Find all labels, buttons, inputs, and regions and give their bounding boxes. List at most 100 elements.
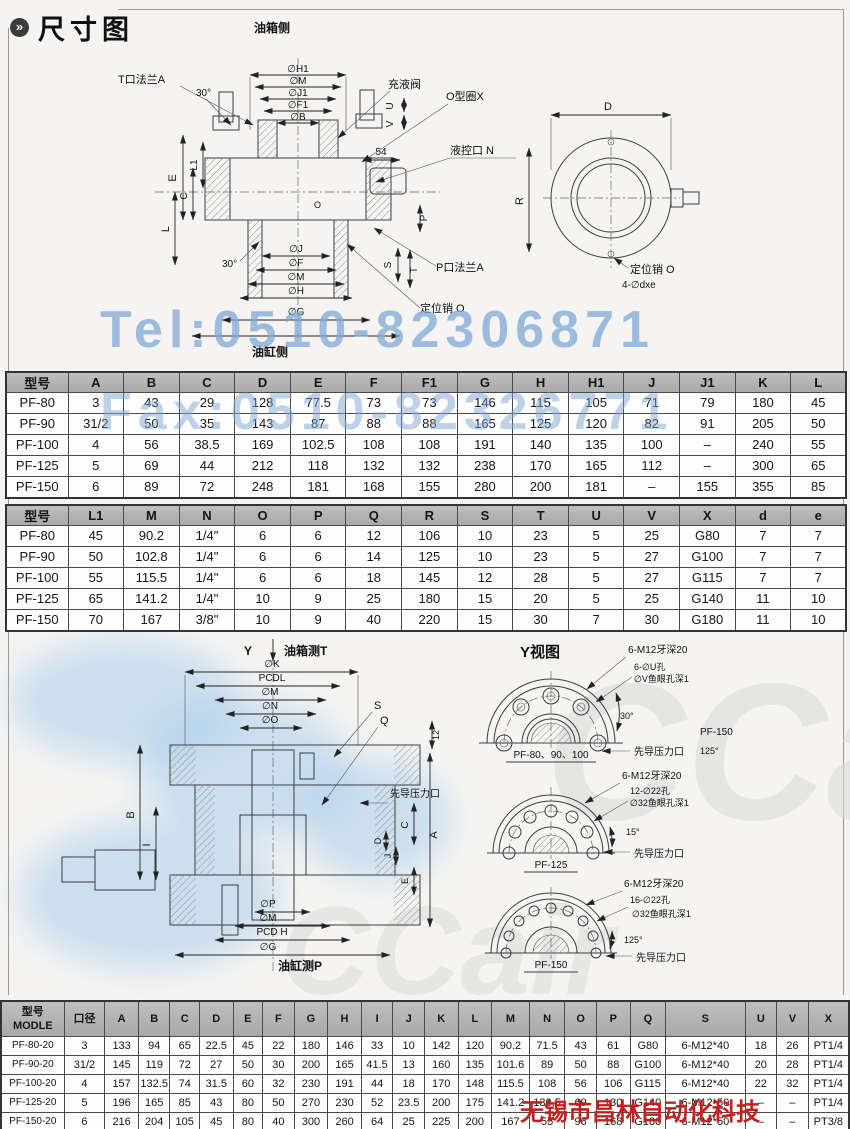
value-cell: 96 (564, 1112, 597, 1129)
label-dia-m2: ∅M (259, 913, 276, 924)
value-cell: 14 (345, 546, 403, 568)
frame-right-line (843, 9, 844, 995)
column-header: M (123, 504, 180, 526)
value-cell: 6-M12*40 (665, 1036, 746, 1056)
value-cell: 77.5 (289, 392, 347, 414)
label-l: L (160, 226, 172, 232)
label-v: V (385, 120, 396, 127)
label-v3-cb: ∅32鱼眼孔深1 (632, 908, 691, 919)
label-a2: A (428, 831, 440, 839)
table-row: PF-80-20 3 133 94 65 22.5 45 22 180 146 33 10 142 120… (0, 1036, 850, 1056)
value-cell: 31/2 (63, 1055, 106, 1075)
value-cell: 61 (595, 1036, 631, 1056)
value-cell: 175 (457, 1093, 493, 1113)
value-cell: 38.5 (178, 434, 236, 456)
label-fill-valve: 充液阀 (388, 77, 421, 91)
value-cell: PT1/4 (807, 1093, 850, 1113)
label-v2-pilot: 先导压力口 (634, 847, 684, 860)
value-cell: 65 (790, 455, 847, 477)
value-cell: 181 (567, 476, 625, 499)
value-cell: 132 (401, 455, 458, 477)
value-cell: 108 (528, 1074, 566, 1094)
column-header: 口径 (63, 1000, 106, 1037)
column-header: S (456, 504, 514, 526)
table-row: PF-80 45 90.2 1/4" 6 6 12 106 10 23 5 25 G80 7 7 (5, 525, 847, 547)
value-cell: 1/4" (178, 567, 236, 589)
value-cell: G140 (679, 588, 736, 610)
value-cell: 12 (345, 525, 403, 547)
value-cell: 45 (67, 525, 125, 547)
label-dia-k: ∅K (264, 659, 280, 670)
value-cell: 7 (790, 567, 847, 589)
value-cell: 6 (289, 567, 347, 589)
column-header: C (178, 371, 236, 393)
label-54: 54 (375, 147, 387, 158)
value-cell: 125 (401, 546, 458, 568)
column-header: 型号 MODLE (0, 1000, 65, 1037)
label-v2-angle: 15° (626, 827, 640, 837)
value-cell: 191 (456, 434, 514, 456)
value-cell: 191 (327, 1074, 362, 1094)
label-v3-pilot: 先导压力口 (636, 951, 686, 964)
column-header: H (327, 1000, 362, 1037)
value-cell: 7 (734, 546, 792, 568)
value-cell: 168 (595, 1112, 631, 1129)
column-header: P (289, 504, 347, 526)
page-title: 尺寸图 (38, 15, 134, 45)
table-row: PF-90 31/2 50 35 143 87 88 88 165 125 120 82 91 205 50 (5, 413, 847, 435)
column-header: M (491, 1000, 530, 1037)
value-cell: 355 (734, 476, 792, 499)
value-cell: 6-M12*50 (665, 1112, 746, 1129)
label-v2-holes: 12-∅22孔 (630, 786, 670, 796)
value-cell: 55 (528, 1112, 566, 1129)
value-cell: 85 (790, 476, 847, 499)
value-cell: 105 (169, 1112, 200, 1129)
value-cell: 50 (262, 1093, 295, 1113)
value-cell: 1/4" (178, 525, 236, 547)
value-cell: 146 (327, 1036, 362, 1056)
value-cell: 25 (623, 588, 681, 610)
value-cell: 64 (360, 1112, 394, 1129)
column-header: N (178, 504, 236, 526)
value-cell: 69 (123, 455, 180, 477)
value-cell: 102.8 (123, 546, 180, 568)
value-cell: 44 (360, 1074, 394, 1094)
value-cell: 44 (178, 455, 236, 477)
value-cell: 22 (262, 1036, 295, 1056)
value-cell: 25 (623, 525, 681, 547)
value-cell: 88 (345, 413, 403, 435)
value-cell: – (679, 455, 736, 477)
label-v1-cb: ∅V鱼眼孔深1 (634, 673, 689, 684)
value-cell: 7 (567, 609, 625, 632)
value-cell: 43 (123, 392, 180, 414)
table-row: PF-100-20 4 157 132.5 74 31.5 60 32 230 191 44 18 17… (0, 1074, 850, 1094)
value-cell: 167 (491, 1112, 530, 1129)
value-cell: 20 (512, 588, 569, 610)
value-cell: G100 (679, 546, 736, 568)
label-dia-g2: ∅G (260, 942, 277, 953)
label-4dxe: 4-∅dxe (622, 280, 656, 291)
table-row: PF-90-20 31/2 145 119 72 27 50 30 200 165 41.5 13 16… (0, 1055, 850, 1075)
value-cell: 23.5 (392, 1093, 425, 1113)
model-cell: PF-80 (5, 392, 69, 414)
value-cell: – (776, 1112, 809, 1129)
value-cell: 87 (289, 413, 347, 435)
value-cell: 200 (293, 1055, 329, 1075)
top-dimension-drawing: 油箱侧 ∅H1 ∅M ∅J1 ∅F1 ∅B (118, 20, 700, 359)
value-cell: 6 (234, 546, 291, 568)
value-cell: 170 (423, 1074, 459, 1094)
value-cell: 157 (104, 1074, 139, 1094)
column-header: S (665, 1000, 746, 1037)
value-cell: 60 (232, 1074, 264, 1094)
section-bullet-icon: » (10, 18, 29, 37)
label-angle30-bot: 30° (222, 259, 237, 270)
value-cell: 128 (234, 392, 291, 414)
label-v2-thread: 6-M12牙深20 (622, 770, 682, 782)
value-cell: 10 (456, 546, 514, 568)
value-cell: G115 (679, 567, 736, 589)
value-cell: 31.5 (198, 1074, 234, 1094)
value-cell: 270 (293, 1093, 329, 1113)
value-cell: 69 (564, 1093, 597, 1113)
label-v3-name: PF-150 (535, 960, 568, 971)
